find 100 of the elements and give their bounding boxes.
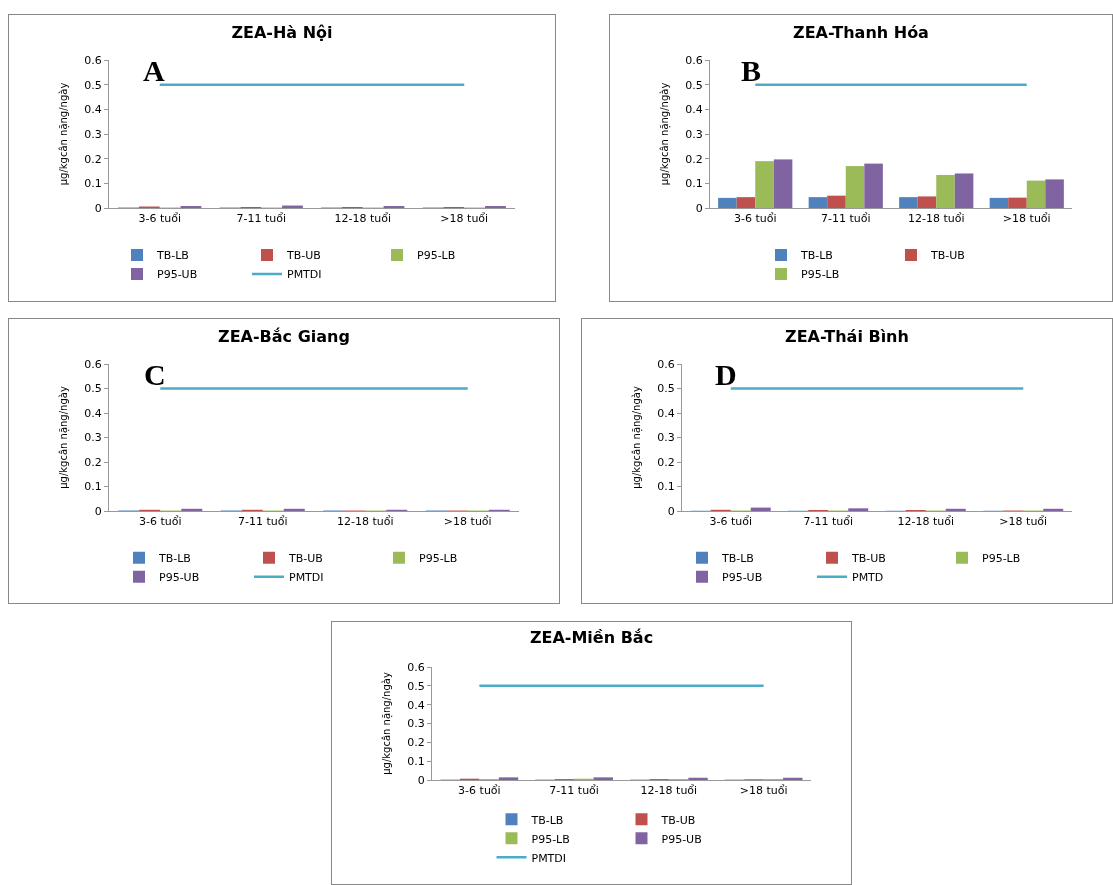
annotation: A bbox=[143, 54, 165, 87]
y-tick-label: 0.4 bbox=[685, 103, 703, 117]
y-tick-label: 0.2 bbox=[685, 152, 703, 166]
y-tick-label: 0.2 bbox=[657, 455, 675, 469]
y-tick-label: 0.6 bbox=[84, 53, 102, 67]
chart-title: ZEA-Bắc Giang bbox=[218, 326, 350, 346]
y-axis-title: µg/kgcân nặng/ngày bbox=[631, 386, 644, 489]
chart-title: ZEA-Thanh Hóa bbox=[793, 22, 929, 42]
y-tick-label: 0.1 bbox=[685, 177, 703, 191]
x-tick-label: 12-18 tuổi bbox=[334, 212, 392, 226]
x-tick-label: 3-6 tuổi bbox=[458, 784, 501, 798]
legend-label: TB-UB bbox=[851, 552, 886, 566]
y-tick-label: 0.6 bbox=[657, 357, 675, 371]
x-tick-label: 7-11 tuổi bbox=[549, 784, 599, 798]
bar bbox=[1045, 179, 1064, 208]
x-tick-label: 12-18 tuổi bbox=[907, 212, 965, 226]
y-tick-label: 0.1 bbox=[657, 480, 675, 494]
y-tick-label: 0.6 bbox=[407, 660, 425, 674]
y-axis-title: µg/kgcân nặng/ngày bbox=[58, 386, 71, 489]
x-tick-label: 7-11 tuổi bbox=[820, 212, 871, 226]
legend-label: P95-UB bbox=[661, 832, 702, 846]
x-tick-label: 3-6 tuổi bbox=[733, 212, 777, 226]
x-tick-label: >18 tuổi bbox=[443, 515, 492, 529]
bar bbox=[899, 197, 918, 208]
bar bbox=[845, 166, 865, 208]
annotation: D bbox=[715, 358, 737, 391]
legend-label: PMTD bbox=[852, 571, 884, 585]
legend-label: P95-UB bbox=[722, 571, 763, 585]
legend-label: TB-UB bbox=[930, 249, 965, 263]
x-tick-label: 12-18 tuổi bbox=[336, 515, 394, 529]
y-tick-label: 0.4 bbox=[84, 406, 102, 420]
y-tick-label: 0.5 bbox=[407, 679, 425, 693]
legend-label: P95-LB bbox=[801, 268, 840, 282]
y-tick-label: 0.3 bbox=[84, 127, 102, 141]
legend-label: P95-LB bbox=[417, 249, 456, 263]
legend-label: TB-LB bbox=[530, 813, 564, 827]
legend-label: TB-UB bbox=[288, 552, 323, 566]
y-tick-label: 0.1 bbox=[407, 755, 425, 769]
legend-label: P95-LB bbox=[982, 552, 1021, 566]
y-axis-title: µg/kgcân nặng/ngày bbox=[58, 82, 71, 186]
bar bbox=[808, 197, 828, 208]
legend-label: P95-LB bbox=[419, 552, 458, 566]
y-tick-label: 0.5 bbox=[657, 382, 675, 396]
y-tick-label: 0.3 bbox=[84, 431, 102, 445]
y-tick-label: 0.4 bbox=[84, 103, 102, 117]
x-tick-label: 3-6 tuổi bbox=[709, 515, 753, 529]
legend-label: TB-UB bbox=[660, 813, 696, 827]
x-tick-label: 3-6 tuổi bbox=[138, 515, 182, 529]
legend-label: TB-LB bbox=[800, 249, 833, 263]
x-tick-label: 7-11 tuổi bbox=[803, 515, 854, 529]
bar bbox=[917, 196, 937, 208]
bar bbox=[1026, 180, 1046, 208]
legend-label: PMTDI bbox=[531, 851, 567, 865]
bar bbox=[864, 163, 883, 208]
y-tick-label: 0 bbox=[667, 504, 675, 518]
chart-title: ZEA-Thái Bình bbox=[785, 326, 909, 346]
bar bbox=[989, 197, 1009, 208]
legend-label: P95-UB bbox=[157, 268, 198, 282]
y-tick-label: 0.6 bbox=[84, 357, 102, 371]
bar bbox=[827, 195, 846, 208]
chart-title: ZEA-Hà Nội bbox=[231, 22, 333, 42]
y-tick-label: 0.4 bbox=[407, 698, 425, 712]
y-axis-title: µg/kgcân nặng/ngày bbox=[659, 82, 672, 186]
y-tick-label: 0.6 bbox=[685, 53, 703, 67]
y-tick-label: 0.1 bbox=[84, 480, 102, 494]
bar bbox=[1008, 197, 1027, 208]
x-tick-label: 3-6 tuổi bbox=[138, 212, 182, 226]
x-tick-label: >18 tuổi bbox=[999, 515, 1048, 529]
legend-label: PMTDI bbox=[289, 571, 324, 585]
y-tick-label: 0 bbox=[94, 201, 102, 215]
y-tick-label: 0.5 bbox=[84, 78, 102, 92]
y-tick-label: 0.1 bbox=[84, 177, 102, 191]
bar bbox=[736, 197, 756, 208]
y-tick-label: 0.5 bbox=[685, 78, 703, 92]
legend-label: TB-LB bbox=[721, 552, 754, 566]
x-tick-label: 7-11 tuổi bbox=[236, 212, 287, 226]
y-tick-label: 0 bbox=[695, 201, 703, 215]
bar bbox=[773, 159, 793, 208]
x-tick-label: 12-18 tuổi bbox=[640, 784, 698, 798]
y-tick-label: 0.3 bbox=[685, 127, 703, 141]
legend-label: TB-LB bbox=[158, 552, 191, 566]
legend-label: P95-UB bbox=[159, 571, 200, 585]
y-tick-label: 0.3 bbox=[407, 717, 425, 731]
x-tick-label: >18 tuổi bbox=[1002, 212, 1051, 226]
y-tick-label: 0.2 bbox=[84, 152, 102, 166]
y-tick-label: 0.5 bbox=[84, 382, 102, 396]
y-tick-label: 0.2 bbox=[84, 455, 102, 469]
legend-label: TB-LB bbox=[156, 249, 189, 263]
chart-title: ZEA-Miền Bắc bbox=[529, 628, 654, 648]
x-tick-label: 7-11 tuổi bbox=[237, 515, 288, 529]
legend-label: PMTDI bbox=[287, 268, 322, 282]
x-tick-label: 12-18 tuổi bbox=[897, 515, 955, 529]
annotation: B bbox=[741, 54, 762, 87]
x-tick-label: >18 tuổi bbox=[440, 212, 489, 226]
y-tick-label: 0 bbox=[94, 504, 102, 518]
legend-label: P95-LB bbox=[531, 832, 570, 846]
bar bbox=[755, 161, 774, 208]
y-tick-label: 0 bbox=[417, 773, 425, 787]
y-tick-label: 0.4 bbox=[657, 406, 675, 420]
y-axis-title: µg/kgcân nặng/ngày bbox=[381, 672, 394, 775]
